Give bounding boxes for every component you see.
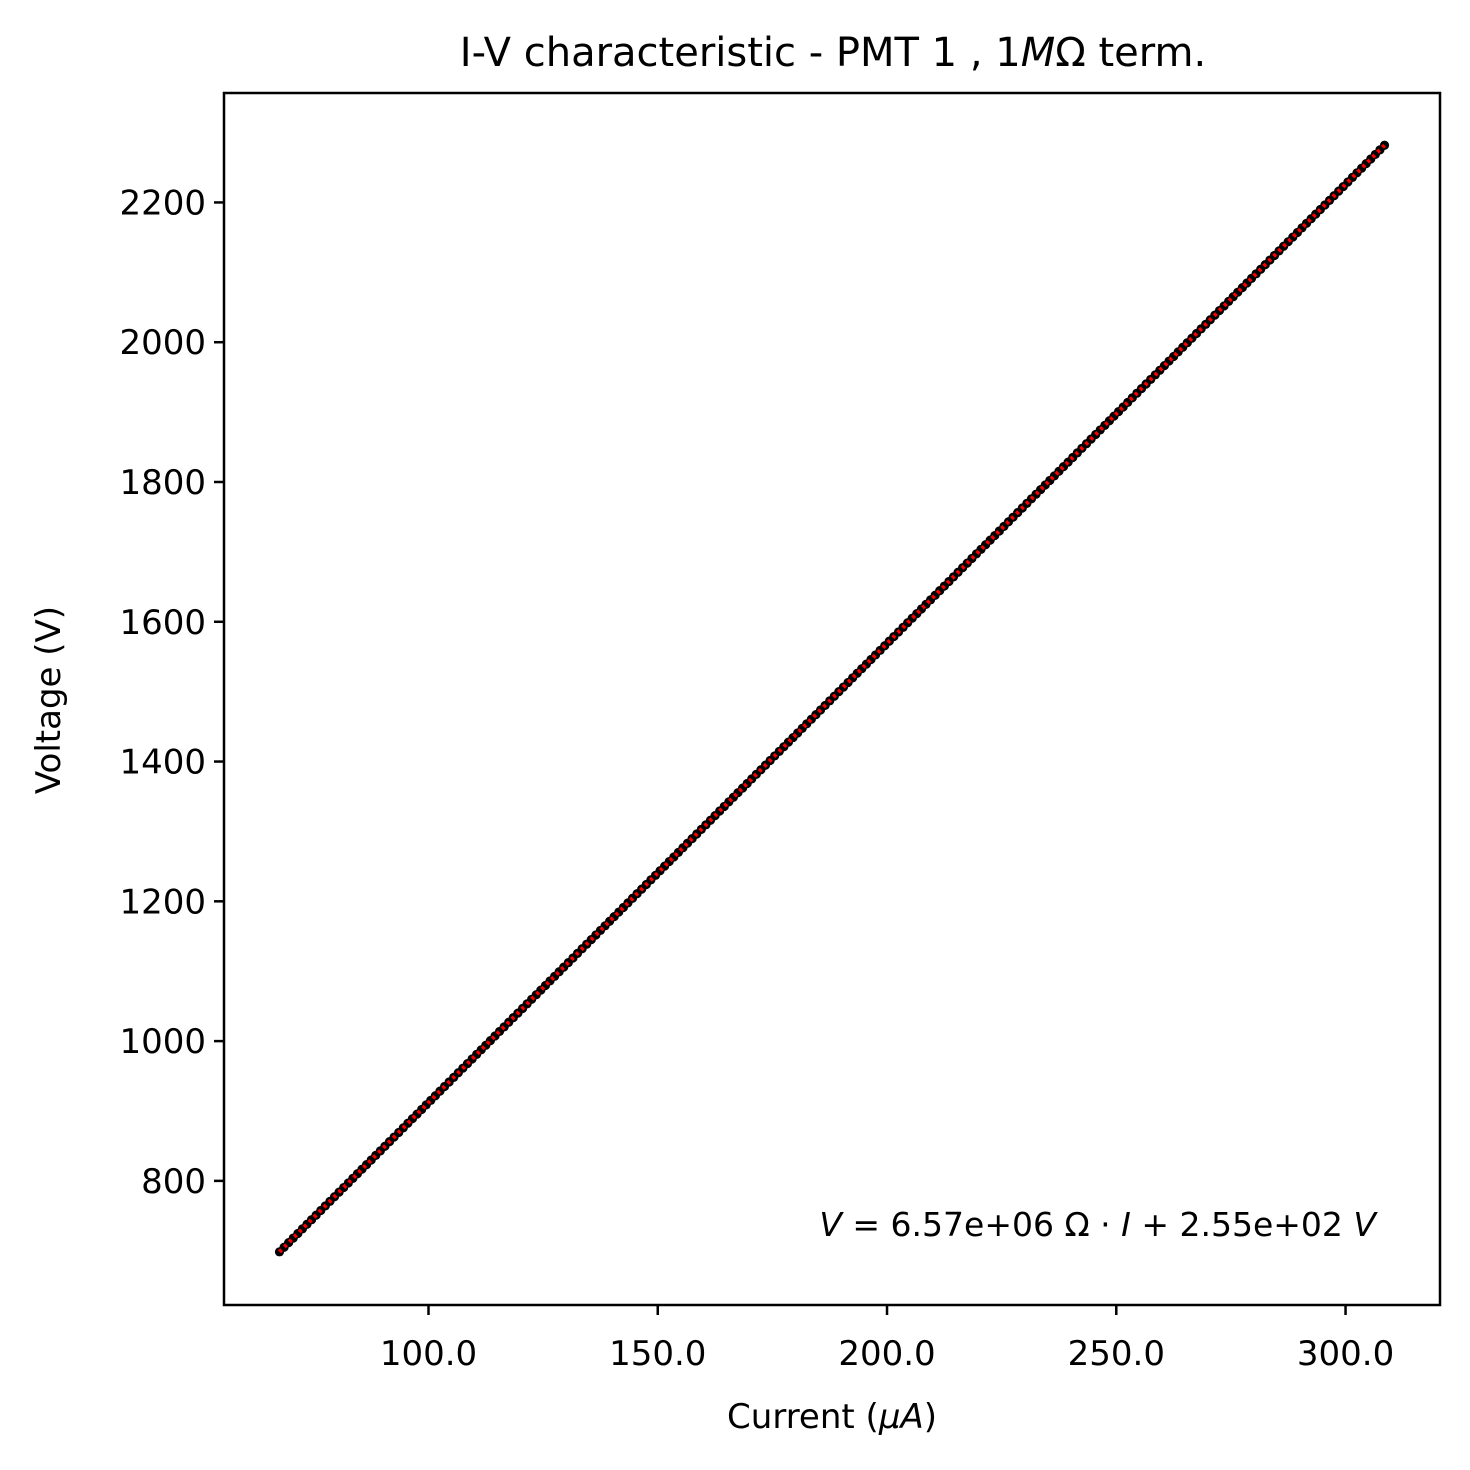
- x-axis-ticks: 100.0 150.0 200.0 250.0 300.0: [380, 1305, 1394, 1374]
- y-tick-label: 800: [141, 1162, 206, 1202]
- y-tick-label: 1200: [119, 882, 206, 922]
- y-tick-label: 2200: [119, 183, 206, 223]
- axes-frame: [222, 91, 1442, 1307]
- x-tick-label: 300.0: [1297, 1334, 1394, 1374]
- x-tick-label: 250.0: [1068, 1334, 1165, 1374]
- x-tick-label: 200.0: [838, 1334, 935, 1374]
- fit-equation-annotation: V = 6.57e+06 Ω · I + 2.55e+02 V: [819, 1205, 1378, 1244]
- x-tick-label: 100.0: [380, 1334, 477, 1374]
- x-axis-label: Current (μA): [727, 1397, 937, 1437]
- fit-line: [278, 143, 1386, 1254]
- chart-title: I-V characteristic - PMT 1 , 1MΩ term.: [460, 30, 1206, 76]
- y-tick-label: 2000: [119, 323, 206, 363]
- data-point: [1379, 140, 1390, 150]
- y-axis-label: Voltage (V): [29, 606, 69, 794]
- y-axis-ticks: 800 1000 1200 1400 1600 1800 2000 2200: [119, 183, 224, 1202]
- y-tick-label: 1400: [119, 743, 206, 783]
- x-tick-label: 150.0: [609, 1334, 706, 1374]
- plot-area: [274, 140, 1390, 1257]
- y-tick-label: 1800: [119, 463, 206, 503]
- y-tick-label: 1000: [119, 1022, 206, 1062]
- y-tick-label: 1600: [119, 603, 206, 643]
